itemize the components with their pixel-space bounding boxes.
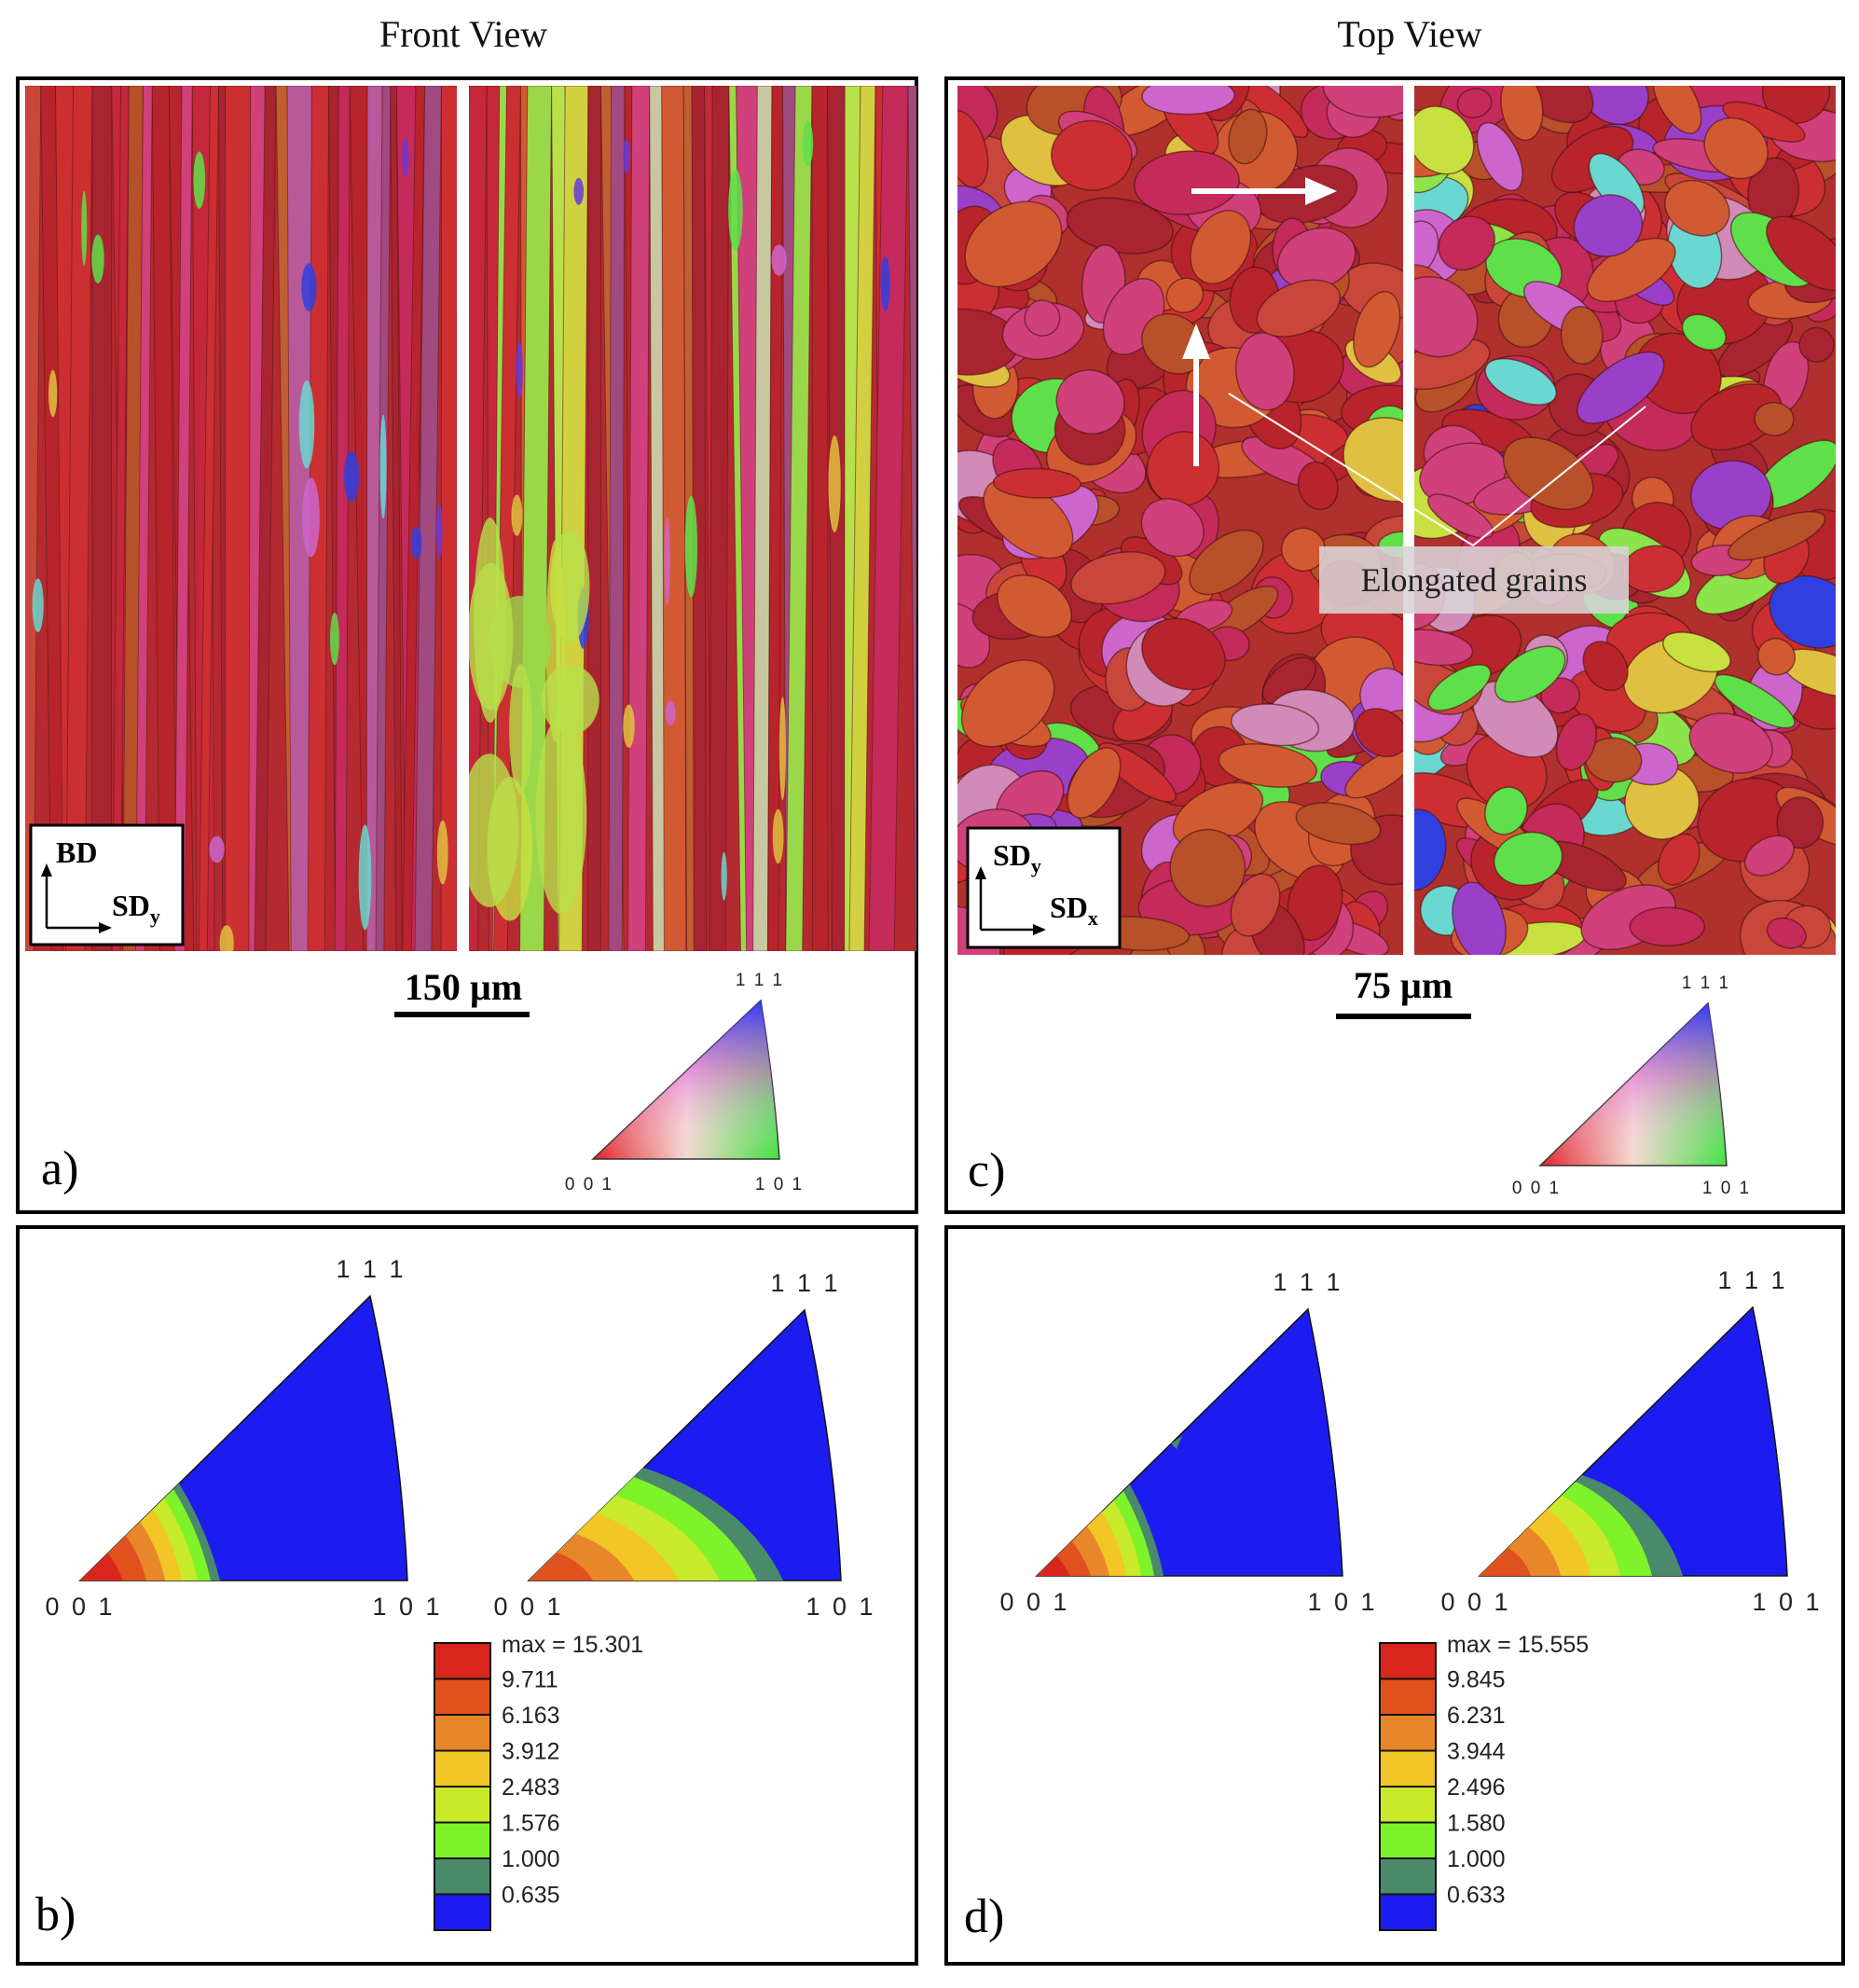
ipf-d-right: 1 1 1 0 0 1 1 0 1 <box>1440 1266 1822 1616</box>
top-view-header: Top View <box>1337 13 1481 55</box>
color-key-c: 1 1 1 0 0 1 1 0 1 <box>1512 973 1751 1198</box>
legend-level-label: 2.496 <box>1447 1774 1506 1801</box>
legend-d: max = 15.555 9.845 6.231 3.944 2.496 1.580 1.… <box>1379 1632 1589 1931</box>
top-map-left <box>957 86 1403 955</box>
ipf-d-left-111: 1 1 1 <box>1273 1268 1343 1296</box>
legend-level-label: 1.000 <box>502 1846 560 1872</box>
legend-level-label: 3.944 <box>1447 1739 1506 1765</box>
ipf-b-right-001: 0 0 1 <box>493 1593 563 1621</box>
legend-swatch <box>434 1714 491 1752</box>
front-map-left <box>25 86 457 951</box>
ipf-b-right: 1 1 1 0 0 1 1 0 1 <box>493 1269 875 1621</box>
ipf-d-left: 1 1 1 0 0 1 1 0 1 <box>999 1268 1377 1616</box>
legend-swatch <box>434 1893 491 1931</box>
key-a-001: 0 0 1 <box>565 1175 613 1194</box>
legend-swatch <box>1379 1821 1437 1859</box>
panel-label-d: d) <box>964 1890 1004 1943</box>
panel-label-a: a) <box>41 1142 78 1195</box>
ipf-b-left-111: 1 1 1 <box>336 1255 406 1283</box>
ipf-d-right-101: 1 0 1 <box>1752 1588 1822 1616</box>
axis-label-sdy: SDy <box>112 889 160 928</box>
legend-level-label: 1.580 <box>1447 1811 1506 1837</box>
legend-swatch <box>434 1642 491 1680</box>
elongated-grains-label: Elongated grains <box>1361 561 1588 599</box>
ipf-b-right-101: 1 0 1 <box>806 1593 875 1621</box>
legend-swatch <box>1379 1677 1437 1716</box>
ipf-d-right-001: 0 0 1 <box>1440 1588 1510 1616</box>
panel-a-axes-inset: BD SDy <box>29 823 185 946</box>
legend-swatch <box>1379 1714 1437 1752</box>
legend-swatch <box>1379 1857 1437 1896</box>
panel-label-c: c) <box>968 1144 1005 1197</box>
scale-bar-c-label: 75 µm <box>1354 964 1453 1006</box>
panel-c-arrows <box>1182 177 1337 466</box>
ipf-b-left: 1 1 1 0 0 1 1 0 1 <box>45 1255 442 1621</box>
panel-c-frame <box>944 76 1845 1214</box>
ipf-b-left-001: 0 0 1 <box>45 1593 115 1621</box>
legend-swatch <box>434 1749 491 1788</box>
ipf-d-left-001: 0 0 1 <box>999 1588 1069 1616</box>
panel-label-b: b) <box>35 1888 76 1941</box>
legend-swatch <box>1379 1642 1437 1680</box>
axis-label-sdy-vertical: SDy <box>993 838 1041 877</box>
axis-label-bd: BD <box>56 835 97 869</box>
front-view-header: Front View <box>379 13 547 55</box>
legend-level-label: 2.483 <box>502 1774 560 1801</box>
legend-level-label: 1.000 <box>1447 1846 1506 1872</box>
elongated-grains-annotation: Elongated grains <box>1228 393 1646 614</box>
legend-swatch <box>434 1821 491 1859</box>
color-key-a: 1 1 1 0 0 1 1 0 1 <box>565 971 804 1194</box>
ipf-b-right-111: 1 1 1 <box>770 1269 840 1297</box>
ipf-b-left-101: 1 0 1 <box>372 1593 442 1621</box>
front-map-right <box>469 86 916 951</box>
legend-swatch <box>434 1857 491 1896</box>
scale-bar-a-label: 150 µm <box>405 966 522 1008</box>
legend-swatch <box>434 1677 491 1716</box>
legend-swatch <box>1379 1893 1437 1931</box>
legend-level-label: 0.633 <box>1447 1883 1506 1909</box>
legend-level-label: 1.576 <box>502 1811 560 1837</box>
legend-level-label: 6.231 <box>1447 1703 1506 1729</box>
panel-b-frame <box>16 1225 918 1966</box>
key-c-001: 0 0 1 <box>1512 1179 1561 1198</box>
panel-d-frame <box>944 1225 1845 1966</box>
legend-level-label: 9.845 <box>1447 1667 1506 1693</box>
key-c-111: 1 1 1 <box>1682 973 1730 993</box>
legend-b-max: max = 15.301 <box>502 1632 643 1658</box>
ipf-d-left-101: 1 0 1 <box>1307 1588 1377 1616</box>
legend-level-label: 6.163 <box>502 1703 560 1729</box>
key-a-101: 1 0 1 <box>755 1175 804 1194</box>
legend-b: max = 15.301 9.711 6.163 3.912 2.483 1.576 1.… <box>434 1632 643 1931</box>
legend-swatch <box>434 1786 491 1824</box>
axis-label-sdx: SDx <box>1050 890 1098 930</box>
legend-d-max: max = 15.555 <box>1447 1632 1589 1658</box>
legend-level-label: 3.912 <box>502 1739 560 1765</box>
legend-swatch <box>1379 1786 1437 1824</box>
key-a-111: 1 1 1 <box>736 971 784 990</box>
legend-level-label: 9.711 <box>502 1667 558 1693</box>
panel-c-axes-inset: SDy SDx <box>966 826 1122 949</box>
ipf-d-right-111: 1 1 1 <box>1717 1266 1787 1294</box>
legend-level-label: 0.635 <box>502 1883 560 1909</box>
key-c-101: 1 0 1 <box>1702 1179 1751 1198</box>
legend-swatch <box>1379 1749 1437 1788</box>
